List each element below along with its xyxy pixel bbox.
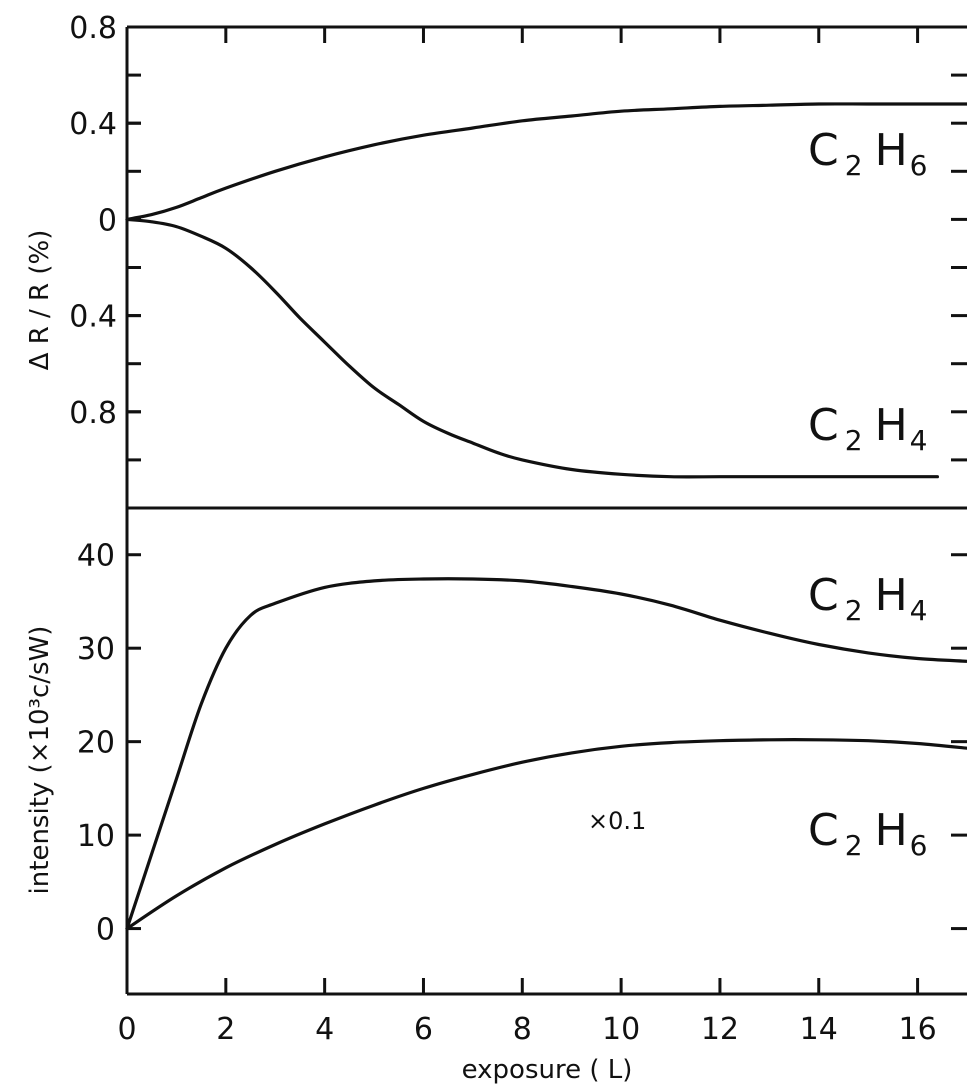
- bottom-series-label-c2h4-h-sub: 4: [910, 594, 928, 627]
- top-series-c2h6-line: [125, 102, 967, 221]
- bottom-panel-curves: [125, 577, 967, 931]
- bottom-series-label-c2h4: C 2 H4: [808, 570, 927, 627]
- bottom-panel: intensity (×10³c/sW) exposure ( L) 01020…: [25, 508, 967, 1085]
- bottom-series-label-c2h6-h-sub: 6: [910, 829, 928, 862]
- top-series-label-c2h4-c: C: [808, 400, 839, 451]
- top-series-label-c2h4-h-sub: 4: [910, 424, 928, 457]
- bottom-series-label-c2h4-h: H: [875, 570, 908, 621]
- bottom-x-tick-label: 2: [216, 1012, 235, 1047]
- top-y-tick-label: 0.8: [69, 11, 117, 46]
- bottom-y-tick-label: 20: [77, 726, 115, 761]
- top-panel-curves: [125, 102, 967, 479]
- top-series-label-c2h6-h: H: [875, 125, 908, 176]
- top-y-tick-label: 0.4: [69, 300, 117, 335]
- top-series-label-c2h4: C 2 H4: [808, 400, 927, 457]
- bottom-series-label-c2h6-c: C: [808, 805, 839, 856]
- top-series-label-c2h6-c: C: [808, 125, 839, 176]
- bottom-series-label-c2h6-h: H: [875, 805, 908, 856]
- bottom-x-tick-label: 0: [117, 1012, 136, 1047]
- bottom-series-label-c2h6-c-sub: 2: [845, 829, 863, 862]
- bottom-series-label-c2h4-c: C: [808, 570, 839, 621]
- top-series-c2h4-line: [125, 217, 939, 479]
- bottom-x-tick-label: 10: [602, 1012, 640, 1047]
- bottom-y-tick-label: 30: [77, 632, 115, 667]
- bottom-panel-y-axis-title: intensity (×10³c/sW): [25, 626, 55, 895]
- top-panel-y-axis-title: Δ R / R (%): [25, 230, 55, 371]
- bottom-y-tick-label: 10: [77, 819, 115, 854]
- bottom-panel-ticks: 0 10 20 30 40 0 2 4 6 8 10 12 14 16: [77, 539, 967, 1047]
- bottom-x-tick-label: 12: [701, 1012, 739, 1047]
- bottom-series-label-c2h6: C 2 H6: [808, 805, 927, 862]
- bottom-series-c2h4-line: [125, 577, 967, 931]
- bottom-x-tick-label: 4: [315, 1012, 334, 1047]
- bottom-y-tick-label: 40: [77, 539, 115, 574]
- x-axis-title: exposure ( L): [462, 1055, 633, 1085]
- top-series-label-c2h4-c-sub: 2: [845, 424, 863, 457]
- top-y-tick-label: 0.4: [69, 107, 117, 142]
- bottom-series-c2h6-line: [125, 738, 967, 931]
- bottom-x-tick-label: 14: [800, 1012, 838, 1047]
- top-y-tick-label: 0: [98, 203, 117, 238]
- bottom-x-tick-label: 8: [513, 1012, 532, 1047]
- top-series-label-c2h4-h: H: [875, 400, 908, 451]
- top-panel-series-labels: C 2 H6C 2 H4: [808, 125, 927, 457]
- top-panel-ticks: 0.8 0.4 0 0.4 0.8: [69, 11, 967, 510]
- top-y-tick-label: 0.8: [69, 396, 117, 431]
- bottom-x-tick-label: 6: [414, 1012, 433, 1047]
- top-series-label-c2h6-h-sub: 6: [910, 149, 928, 182]
- top-series-label-c2h6: C 2 H6: [808, 125, 927, 182]
- scale-factor-annotation: ×0.1: [588, 807, 646, 835]
- bottom-y-tick-label: 0: [96, 913, 115, 948]
- bottom-x-tick-label: 16: [898, 1012, 936, 1047]
- bottom-panel-series-labels: C 2 H4C 2 H6×0.1: [588, 570, 927, 862]
- bottom-series-label-c2h4-c-sub: 2: [845, 594, 863, 627]
- top-panel: Δ R / R (%) 0.80.400.40.8 C 2 H6C 2 H4: [25, 11, 967, 510]
- top-series-label-c2h6-c-sub: 2: [845, 149, 863, 182]
